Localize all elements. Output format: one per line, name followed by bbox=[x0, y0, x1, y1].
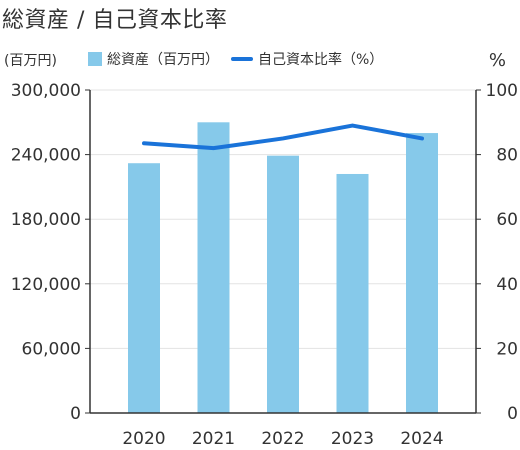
legend: 総資産（百万円） 自己資本比率（%） bbox=[88, 49, 383, 69]
bar-total-assets-2024 bbox=[406, 133, 438, 414]
x-axis-tick-label: 2024 bbox=[400, 429, 443, 449]
right-axis-tick-label: 20 bbox=[496, 339, 518, 359]
left-axis-unit: (百万円) bbox=[4, 53, 57, 69]
bar-total-assets-2023 bbox=[336, 173, 369, 413]
axes bbox=[85, 89, 481, 414]
left-axis-tick-label: 300,000 bbox=[11, 81, 81, 101]
right-axis-tick-label: 0 bbox=[507, 404, 518, 424]
tick-labels: 0 0 60,000 20 120,000 40 180,000 60 240,000 80 300… bbox=[11, 81, 518, 449]
x-axis-tick-label: 2022 bbox=[261, 429, 304, 449]
left-axis-tick-label: 0 bbox=[70, 404, 81, 424]
ratio-line-layer bbox=[142, 123, 424, 151]
bar-total-assets-2020 bbox=[128, 163, 160, 413]
legend-line-swatch bbox=[231, 57, 253, 61]
left-axis-tick-label: 120,000 bbox=[11, 275, 81, 295]
legend-line-label: 自己資本比率（%） bbox=[258, 52, 384, 68]
left-axis-tick-label: 60,000 bbox=[22, 339, 81, 359]
legend-bar-swatch bbox=[88, 52, 102, 66]
x-axis-tick-label: 2021 bbox=[192, 429, 235, 449]
right-axis-tick-label: 60 bbox=[496, 210, 518, 230]
x-axis-tick-label: 2020 bbox=[122, 429, 165, 449]
right-axis-tick-label: 80 bbox=[496, 146, 518, 166]
chart-title: 総資産 / 自己資本比率 bbox=[2, 8, 228, 33]
legend-bar-label: 総資産（百万円） bbox=[107, 52, 219, 68]
x-axis-tick-label: 2023 bbox=[331, 429, 374, 449]
right-axis-tick-label: 40 bbox=[496, 275, 518, 295]
right-axis-tick-label: 100 bbox=[486, 81, 518, 101]
left-axis-tick-label: 180,000 bbox=[11, 210, 81, 230]
bars bbox=[128, 122, 438, 414]
equity-ratio-line bbox=[142, 123, 424, 151]
left-axis-tick-label: 240,000 bbox=[11, 146, 81, 166]
right-axis-unit: % bbox=[488, 50, 506, 71]
bar-total-assets-2021 bbox=[197, 122, 230, 414]
bar-total-assets-2022 bbox=[267, 155, 299, 413]
